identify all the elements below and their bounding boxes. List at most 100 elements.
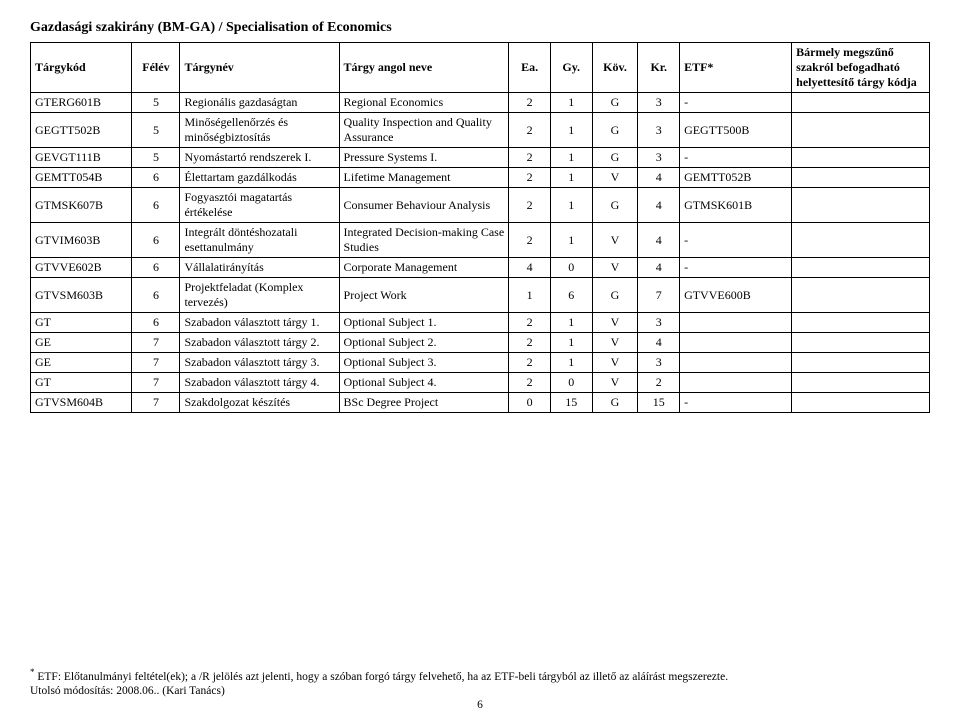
cell-hu: Szakdolgozat készítés [180, 393, 339, 413]
cell-code: GT [31, 373, 132, 393]
cell-ea: 2 [509, 188, 551, 223]
cell-kr: 3 [638, 113, 680, 148]
cell-ea: 2 [509, 333, 551, 353]
table-row: GEGTT502B5Minőségellenőrzés és minőségbi… [31, 113, 930, 148]
cell-kov: V [592, 223, 638, 258]
cell-code: GE [31, 333, 132, 353]
page-title: Gazdasági szakirány (BM-GA) / Specialisa… [30, 20, 930, 36]
cell-etf: - [680, 393, 792, 413]
cell-ea: 4 [509, 258, 551, 278]
table-row: GTMSK607B6Fogyasztói magatartás értékelé… [31, 188, 930, 223]
cell-gy: 0 [550, 258, 592, 278]
cell-ea: 2 [509, 148, 551, 168]
table-row: GEMTT054B6Élettartam gazdálkodásLifetime… [31, 168, 930, 188]
cell-kov: G [592, 113, 638, 148]
cell-kov: V [592, 353, 638, 373]
cell-gy: 1 [550, 93, 592, 113]
cell-sem: 6 [132, 258, 180, 278]
cell-hu: Minőségellenőrzés és minőségbiztosítás [180, 113, 339, 148]
cell-sem: 6 [132, 168, 180, 188]
cell-gy: 1 [550, 188, 592, 223]
th-etf: ETF* [680, 43, 792, 93]
cell-en: Integrated Decision-making Case Studies [339, 223, 509, 258]
cell-etf: - [680, 223, 792, 258]
cell-hu: Szabadon választott tárgy 3. [180, 353, 339, 373]
cell-code: GEGTT502B [31, 113, 132, 148]
cell-gy: 15 [550, 393, 592, 413]
cell-sem: 7 [132, 333, 180, 353]
cell-etf: GTMSK601B [680, 188, 792, 223]
cell-kov: G [592, 188, 638, 223]
cell-ea: 2 [509, 168, 551, 188]
cell-kov: V [592, 333, 638, 353]
cell-sem: 6 [132, 188, 180, 223]
cell-kr: 4 [638, 223, 680, 258]
th-en: Tárgy angol neve [339, 43, 509, 93]
th-kov: Köv. [592, 43, 638, 93]
cell-hu: Regionális gazdaságtan [180, 93, 339, 113]
cell-ext [792, 278, 930, 313]
cell-code: GE [31, 353, 132, 373]
cell-hu: Integrált döntéshozatali esettanulmány [180, 223, 339, 258]
cell-en: Optional Subject 4. [339, 373, 509, 393]
cell-ext [792, 313, 930, 333]
cell-kov: V [592, 373, 638, 393]
cell-code: GTVSM604B [31, 393, 132, 413]
cell-sem: 6 [132, 313, 180, 333]
table-row: GT7Szabadon választott tárgy 4.Optional … [31, 373, 930, 393]
cell-ea: 2 [509, 313, 551, 333]
cell-etf [680, 313, 792, 333]
th-ea: Ea. [509, 43, 551, 93]
cell-gy: 1 [550, 223, 592, 258]
footer: * ETF: Előtanulmányi feltétel(ek); a /R … [30, 667, 930, 711]
cell-code: GEMTT054B [31, 168, 132, 188]
cell-en: Corporate Management [339, 258, 509, 278]
cell-en: Project Work [339, 278, 509, 313]
header-row: Tárgykód Félév Tárgynév Tárgy angol neve… [31, 43, 930, 93]
cell-gy: 1 [550, 333, 592, 353]
th-gy: Gy. [550, 43, 592, 93]
cell-kov: V [592, 258, 638, 278]
cell-gy: 1 [550, 113, 592, 148]
cell-etf: GEGTT500B [680, 113, 792, 148]
cell-hu: Vállalatirányítás [180, 258, 339, 278]
course-table: Tárgykód Félév Tárgynév Tárgy angol neve… [30, 42, 930, 413]
table-row: GEVGT111B5Nyomástartó rendszerek I.Press… [31, 148, 930, 168]
th-ext: Bármely megszűnő szakról befogadható hel… [792, 43, 930, 93]
cell-en: Pressure Systems I. [339, 148, 509, 168]
footnote: * ETF: Előtanulmányi feltétel(ek); a /R … [30, 667, 930, 683]
th-kr: Kr. [638, 43, 680, 93]
cell-kov: G [592, 148, 638, 168]
cell-ea: 1 [509, 278, 551, 313]
cell-kov: G [592, 278, 638, 313]
cell-sem: 5 [132, 93, 180, 113]
cell-code: GTMSK607B [31, 188, 132, 223]
cell-kr: 7 [638, 278, 680, 313]
cell-kr: 4 [638, 333, 680, 353]
cell-en: Regional Economics [339, 93, 509, 113]
cell-gy: 1 [550, 313, 592, 333]
cell-code: GT [31, 313, 132, 333]
table-row: GE7Szabadon választott tárgy 2.Optional … [31, 333, 930, 353]
cell-hu: Szabadon választott tárgy 2. [180, 333, 339, 353]
cell-sem: 7 [132, 393, 180, 413]
cell-en: Optional Subject 1. [339, 313, 509, 333]
page-number: 6 [30, 699, 930, 711]
cell-en: Consumer Behaviour Analysis [339, 188, 509, 223]
cell-sem: 6 [132, 223, 180, 258]
cell-etf [680, 373, 792, 393]
cell-hu: Fogyasztói magatartás értékelése [180, 188, 339, 223]
cell-ea: 2 [509, 373, 551, 393]
cell-kov: V [592, 313, 638, 333]
cell-sem: 7 [132, 373, 180, 393]
cell-code: GTERG601B [31, 93, 132, 113]
cell-en: BSc Degree Project [339, 393, 509, 413]
table-row: GTVSM603B6Projektfeladat (Komplex tervez… [31, 278, 930, 313]
cell-gy: 1 [550, 168, 592, 188]
cell-ext [792, 148, 930, 168]
cell-ext [792, 258, 930, 278]
cell-ext [792, 113, 930, 148]
cell-gy: 1 [550, 353, 592, 373]
cell-en: Quality Inspection and Quality Assurance [339, 113, 509, 148]
cell-ext [792, 188, 930, 223]
